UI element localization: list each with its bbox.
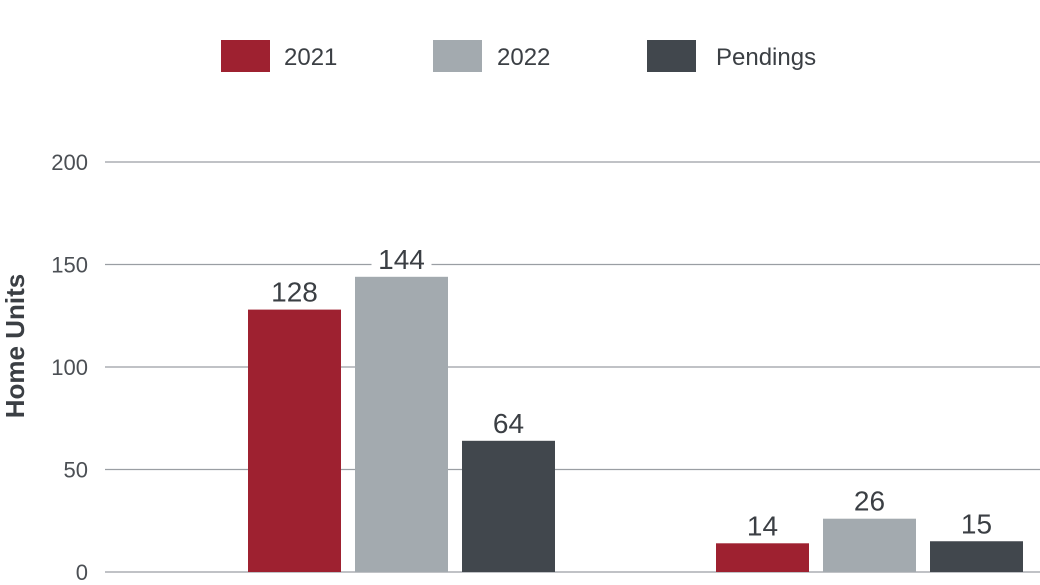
y-tick-label: 150 bbox=[51, 253, 88, 278]
legend-label-2021[interactable]: 2021 bbox=[284, 44, 337, 71]
y-tick-label: 200 bbox=[51, 150, 88, 175]
data-label-background bbox=[486, 406, 531, 437]
data-labels: 128 144 64 14 26 15 bbox=[264, 242, 999, 541]
y-tick-label: 50 bbox=[64, 458, 88, 483]
data-label-background bbox=[371, 242, 432, 273]
data-label-background bbox=[740, 509, 785, 540]
legend-swatch-2022[interactable] bbox=[433, 40, 482, 72]
bar-2021-group-1 bbox=[248, 309, 341, 572]
data-label: 14 bbox=[747, 510, 778, 541]
data-label: 64 bbox=[493, 408, 524, 439]
legend-swatch-pendings[interactable] bbox=[647, 40, 696, 72]
data-label-background bbox=[264, 275, 325, 306]
data-label-background bbox=[847, 484, 892, 515]
bar-2022-group-2 bbox=[823, 518, 916, 572]
data-label: 144 bbox=[378, 244, 425, 275]
y-axis-title: Home Units bbox=[0, 274, 30, 418]
y-tick-label: 0 bbox=[76, 560, 88, 585]
bar-2022-group-1 bbox=[355, 276, 448, 572]
legend-swatch-2021[interactable] bbox=[221, 40, 270, 72]
gridlines: 0 50 100 150 200 bbox=[51, 150, 1040, 585]
data-label: 15 bbox=[961, 508, 992, 539]
bar-2021-group-2 bbox=[716, 543, 809, 572]
legend-label-pendings[interactable]: Pendings bbox=[716, 44, 816, 71]
legend[interactable]: 2021 2022 Pendings bbox=[221, 40, 816, 72]
y-tick-label: 100 bbox=[51, 355, 88, 380]
bars bbox=[248, 276, 1023, 572]
bar-pendings-group-2 bbox=[930, 541, 1023, 572]
bar-pendings-group-1 bbox=[462, 440, 555, 572]
data-label: 26 bbox=[854, 486, 885, 517]
legend-label-2022[interactable]: 2022 bbox=[497, 44, 550, 71]
data-label-background bbox=[954, 507, 999, 538]
data-label: 128 bbox=[271, 277, 318, 308]
